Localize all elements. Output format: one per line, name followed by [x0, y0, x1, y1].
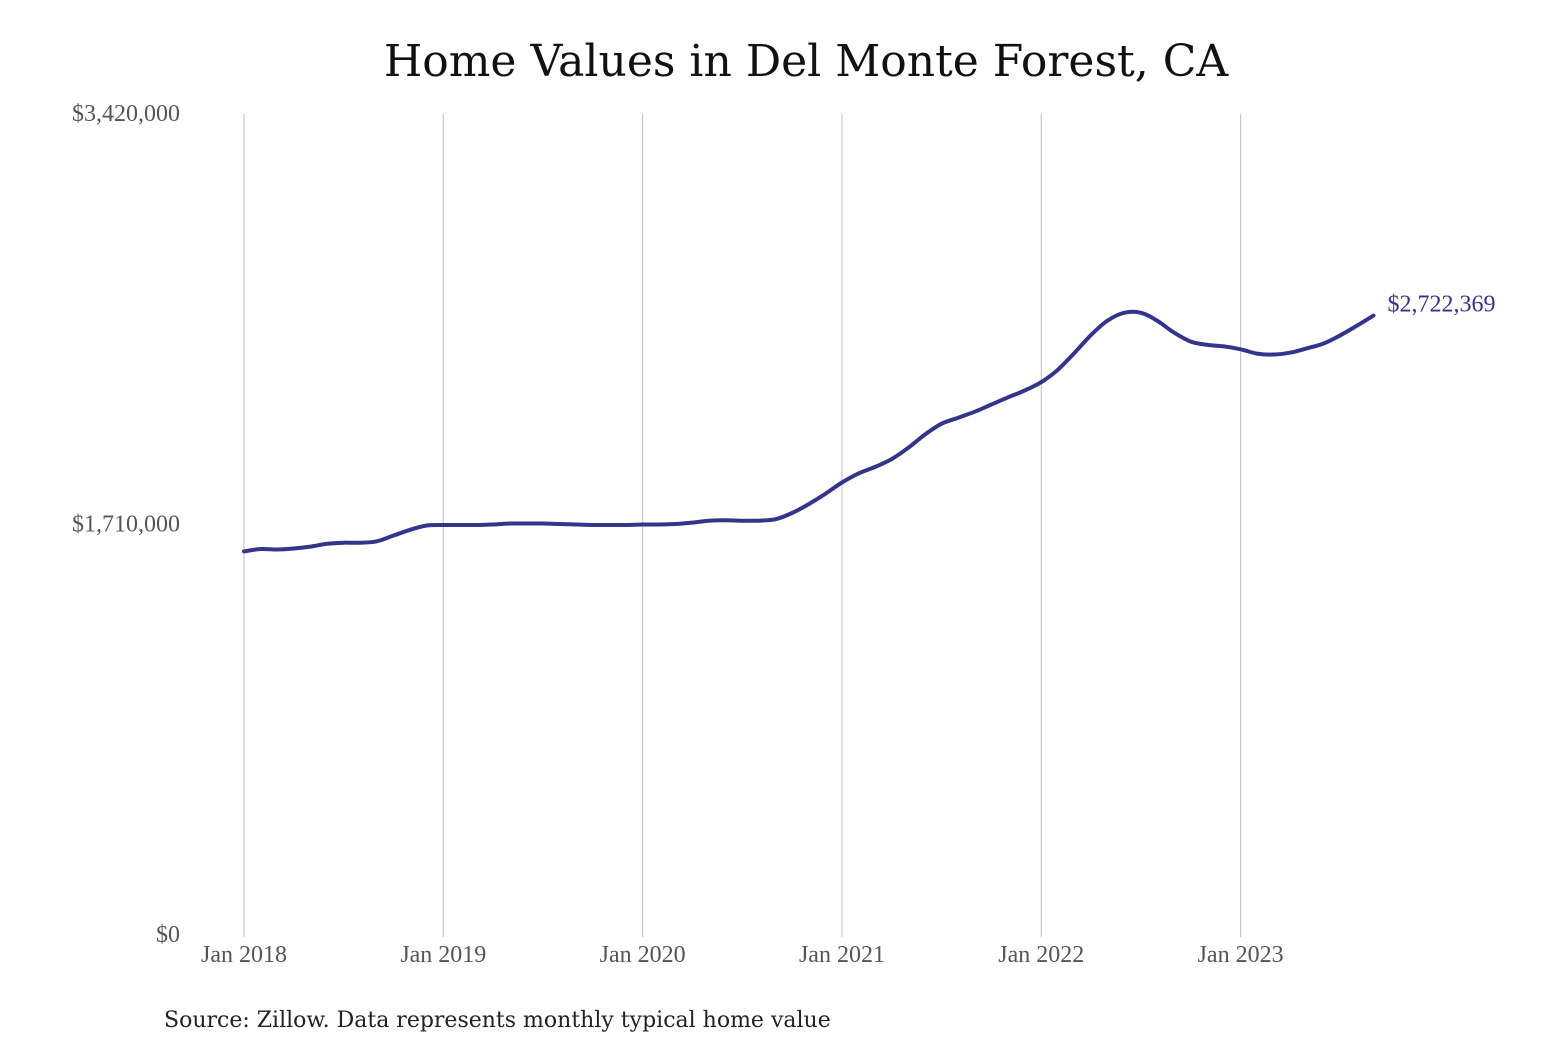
x-tick-label: Jan 2022: [998, 942, 1084, 968]
x-tick-label: Jan 2020: [600, 942, 686, 968]
series-line-home-value: [242, 309, 1376, 554]
x-tick-label: Jan 2018: [201, 942, 287, 968]
x-axis-ticks: Jan 2018 Jan 2019 Jan 2020 Jan 2021 Jan 2022…: [201, 942, 1284, 968]
x-tick-label: Jan 2021: [799, 942, 885, 968]
x-tick-label: Jan 2023: [1198, 942, 1284, 968]
y-axis-ticks: $0 $1,710,000 $3,420,000: [72, 101, 180, 948]
y-tick-label: $3,420,000: [72, 101, 180, 127]
x-tick-label: Jan 2019: [400, 942, 486, 968]
source-note: Source: Zillow. Data represents monthly …: [164, 1008, 831, 1033]
gridlines: [243, 114, 1242, 937]
y-tick-label: $1,710,000: [72, 512, 180, 538]
series-group: $2,722,369: [242, 292, 1495, 554]
chart-title: Home Values in Del Monte Forest, CA: [384, 36, 1230, 87]
y-tick-label: $0: [156, 922, 180, 948]
series-end-label: $2,722,369: [1387, 292, 1495, 318]
